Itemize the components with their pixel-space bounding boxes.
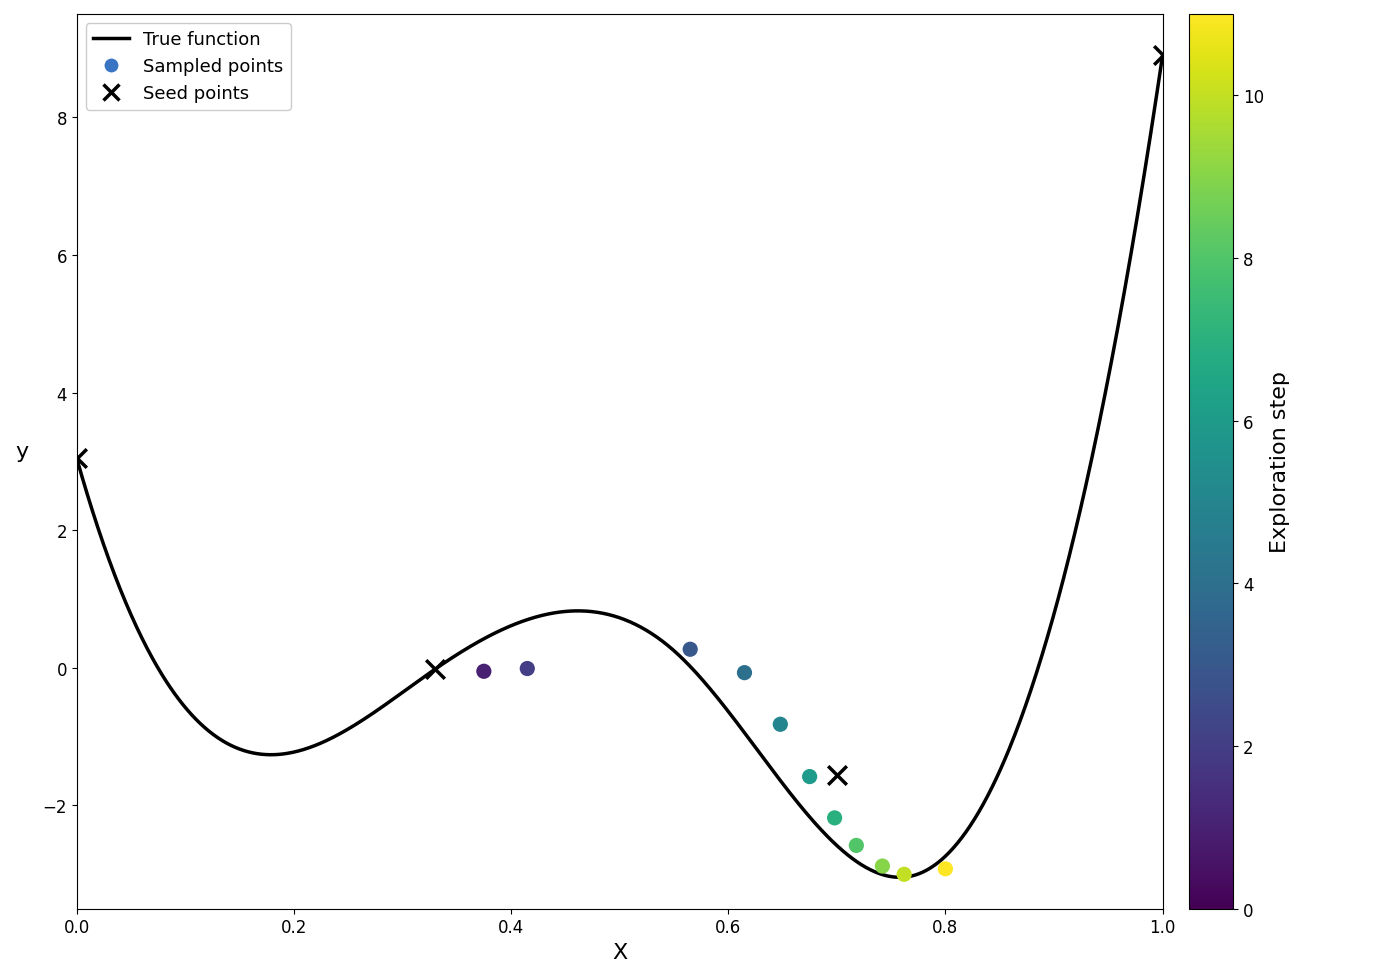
Seed points	[1151, 49, 1173, 64]
Sampled points	[846, 837, 868, 853]
Sampled points	[934, 861, 956, 876]
Y-axis label: Exploration step: Exploration step	[1270, 371, 1289, 553]
Seed points	[424, 661, 447, 677]
Sampled points	[798, 769, 820, 785]
True function	[507, 618, 524, 630]
Sampled points	[871, 859, 893, 874]
Sampled points	[679, 642, 701, 658]
Y-axis label: y: y	[15, 442, 28, 462]
True function	[935, 852, 952, 864]
True function	[1154, 51, 1170, 63]
Sampled points	[517, 661, 539, 677]
Sampled points	[473, 663, 496, 679]
True function	[892, 871, 909, 883]
Line: True function: True function	[77, 57, 1162, 877]
Seed points	[826, 767, 848, 783]
True function	[69, 452, 85, 464]
Sampled points	[769, 717, 791, 733]
X-axis label: X: X	[612, 942, 627, 962]
Legend: True function, Sampled points, Seed points: True function, Sampled points, Seed poin…	[85, 24, 291, 110]
True function	[916, 866, 932, 877]
Sampled points	[823, 810, 846, 826]
True function	[179, 704, 196, 716]
True function	[813, 826, 830, 837]
True function	[546, 608, 563, 619]
Sampled points	[893, 867, 916, 882]
Seed points	[66, 450, 88, 466]
Sampled points	[734, 665, 756, 681]
